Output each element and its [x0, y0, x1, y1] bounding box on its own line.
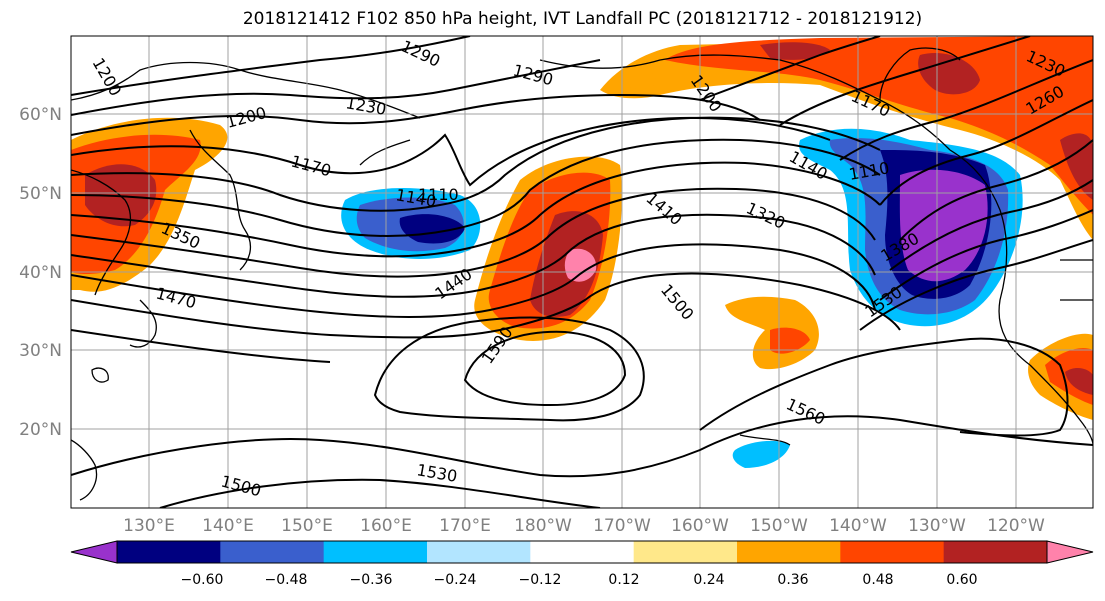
colorbar-segment — [427, 541, 531, 563]
lon-label: 160°W — [671, 516, 729, 536]
lat-label: 60°N — [19, 105, 62, 125]
positive-anomaly-north — [600, 36, 1093, 240]
colorbar-segment — [220, 541, 325, 563]
colorbar-tick: 0.36 — [777, 572, 808, 588]
colorbar-segment — [323, 541, 428, 563]
colorbar-extend-min — [70, 540, 118, 564]
colorbar-tick: 0.48 — [862, 572, 893, 588]
colorbar-tick: −0.60 — [181, 572, 224, 588]
colorbar-segment — [840, 541, 945, 563]
colorbar-segment — [633, 541, 738, 563]
colorbar: −0.60 −0.48 −0.36 −0.24 −0.12 0.12 0.24 … — [70, 540, 1094, 588]
colorbar-extend-max — [1046, 540, 1094, 564]
lon-label: 150°W — [750, 516, 808, 536]
lat-label: 20°N — [19, 420, 62, 440]
colorbar-segment — [943, 541, 1048, 563]
lat-label: 30°N — [19, 341, 62, 361]
lon-label: 130°E — [123, 516, 175, 536]
colorbar-segment — [530, 541, 635, 563]
lon-label: 120°W — [987, 516, 1045, 536]
colorbar-tick: 0.60 — [946, 572, 977, 588]
lon-label: 130°W — [908, 516, 966, 536]
map-border — [70, 35, 1094, 509]
lon-label: 180°W — [514, 516, 572, 536]
lon-label: 160°E — [360, 516, 412, 536]
lat-labels: 60°N 50°N 40°N 30°N 20°N — [19, 105, 62, 440]
colorbar-tick: −0.24 — [434, 572, 477, 588]
positive-anomaly-central — [474, 156, 622, 341]
height-contours — [71, 36, 1093, 508]
lon-label: 140°W — [829, 516, 887, 536]
colorbar-tick: −0.12 — [519, 572, 562, 588]
lon-label: 170°E — [439, 516, 491, 536]
colorbar-tick: −0.48 — [265, 572, 308, 588]
map-title: 2018121412 F102 850 hPa height, IVT Land… — [242, 9, 923, 29]
contour-label: 1110 — [418, 185, 459, 204]
lon-label: 170°W — [593, 516, 651, 536]
colorbar-segment — [737, 541, 841, 563]
colorbar-tick: 0.24 — [693, 572, 724, 588]
colorbar-tick: −0.36 — [350, 572, 393, 588]
lat-label: 50°N — [19, 184, 62, 204]
lon-label: 150°E — [281, 516, 333, 536]
lat-label: 40°N — [19, 263, 62, 283]
colorbar-tick: 0.12 — [608, 572, 639, 588]
colorbar-frame — [116, 540, 1048, 564]
lon-label: 140°E — [202, 516, 254, 536]
colorbar-segment — [117, 541, 221, 563]
lon-labels: 130°E 140°E 150°E 160°E 170°E 180°W 170°… — [123, 516, 1045, 536]
